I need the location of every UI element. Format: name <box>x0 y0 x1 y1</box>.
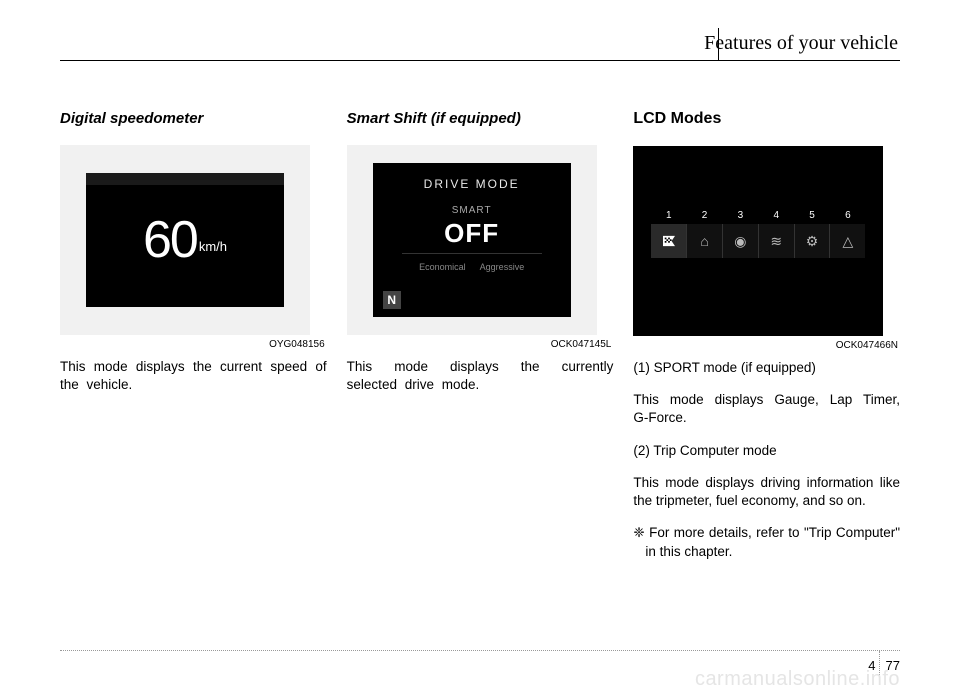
watermark: carmanualsonline.info <box>695 668 900 691</box>
drive-mode-left-label: Economical <box>419 262 466 272</box>
page: Features of your vehicle Digital speedom… <box>0 0 960 689</box>
lcd-mode-3: 3 ◉ <box>723 224 759 258</box>
col3-p3: ❈ For more details, refer to "Trip Compu… <box>633 524 900 560</box>
lcd-mode-6: 6 △ <box>830 224 865 258</box>
header-title: Features of your vehicle <box>704 32 898 55</box>
figure-lcd-modes: 1 2 ⌂ 3 ◉ 4 ≋ <box>633 146 883 336</box>
col2-body: This mode displays the currently selecte… <box>347 358 614 394</box>
column-2: Smart Shift (if equipped) DRIVE MODE SMA… <box>347 110 614 575</box>
gear-indicator: N <box>383 291 401 309</box>
drive-mode-state: OFF <box>373 218 571 249</box>
speed-readout: 60km/h <box>143 210 227 270</box>
speedometer-topbar <box>86 173 284 185</box>
car-icon: ⌂ <box>700 233 708 249</box>
col2-heading: Smart Shift (if equipped) <box>347 110 614 127</box>
column-3: LCD Modes 1 2 ⌂ 3 ◉ <box>633 110 900 575</box>
col1-body: This mode displays the current speed of … <box>60 358 327 394</box>
lane-icon: ≋ <box>770 233 782 250</box>
col3-p1-body: This mode displays Gauge, Lap Timer, G-F… <box>633 391 900 427</box>
col3-p2-body: This mode displays driving information l… <box>633 474 900 510</box>
drive-mode-label: SMART <box>373 205 571 216</box>
speedometer-screen: 60km/h <box>86 173 284 307</box>
header-rule <box>60 60 900 61</box>
drive-mode-title: DRIVE MODE <box>373 163 571 191</box>
lcd-mode-1: 1 <box>651 224 687 258</box>
lcd-mode-2: 2 ⌂ <box>687 224 723 258</box>
figure-code-2: OCK047145L <box>347 339 614 350</box>
figure-drive-mode: DRIVE MODE SMART OFF Economical Aggressi… <box>347 145 597 335</box>
figure-speedometer: 60km/h <box>60 145 310 335</box>
lcd-mode-1-num: 1 <box>662 210 676 222</box>
drive-mode-scale: Economical Aggressive <box>373 262 571 272</box>
drive-mode-divider <box>402 253 542 254</box>
lcd-mode-4-num: 4 <box>769 210 783 222</box>
lcd-mode-4: 4 ≋ <box>759 224 795 258</box>
content-columns: Digital speedometer 60km/h OYG048156 Thi… <box>60 110 900 575</box>
lcd-mode-5-num: 5 <box>805 210 819 222</box>
col3-p1-label: (1) SPORT mode (if equipped) <box>633 359 900 377</box>
lcd-modes-screen: 1 2 ⌂ 3 ◉ 4 ≋ <box>633 146 883 336</box>
col3-p2-label: (2) Trip Computer mode <box>633 442 900 460</box>
col1-heading: Digital speedometer <box>60 110 327 127</box>
drive-mode-screen: DRIVE MODE SMART OFF Economical Aggressi… <box>373 163 571 317</box>
lcd-mode-3-num: 3 <box>733 210 747 222</box>
lcd-modes-bar: 1 2 ⌂ 3 ◉ 4 ≋ <box>651 224 865 258</box>
col3-heading: LCD Modes <box>633 110 900 128</box>
lcd-mode-5: 5 ⚙ <box>795 224 831 258</box>
warning-icon: △ <box>843 233 854 250</box>
footer-rule <box>60 650 900 651</box>
figure-code-1: OYG048156 <box>60 339 327 350</box>
compass-icon: ◉ <box>734 233 746 250</box>
column-1: Digital speedometer 60km/h OYG048156 Thi… <box>60 110 327 575</box>
lcd-mode-2-num: 2 <box>698 210 712 222</box>
figure-code-3: OCK047466N <box>633 340 900 351</box>
speed-unit: km/h <box>199 239 227 254</box>
gear-icon: ⚙ <box>806 233 819 250</box>
speed-value: 60 <box>143 211 197 269</box>
flag-icon <box>662 235 676 247</box>
drive-mode-right-label: Aggressive <box>480 262 525 272</box>
lcd-mode-6-num: 6 <box>841 210 855 222</box>
